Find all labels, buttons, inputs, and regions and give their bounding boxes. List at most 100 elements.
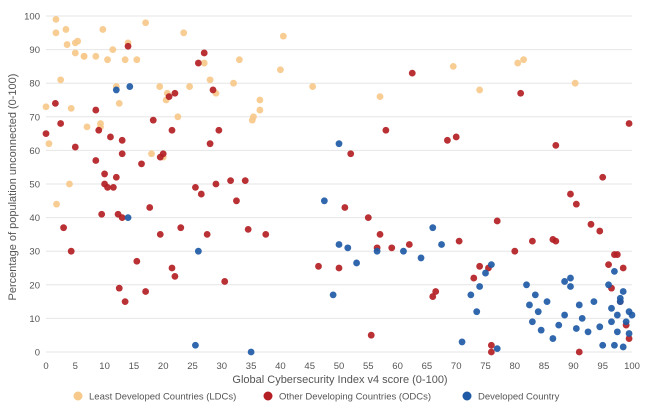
x-tick-label: 20 [158, 361, 169, 372]
legend-swatch [73, 391, 83, 401]
data-point [584, 328, 592, 336]
data-point [159, 150, 167, 158]
data-point [215, 126, 223, 134]
data-point [587, 220, 595, 228]
data-point [62, 26, 70, 33]
data-point [449, 63, 457, 70]
data-point [599, 173, 607, 181]
data-point [83, 123, 91, 131]
data-point [458, 338, 466, 346]
data-point [611, 267, 618, 275]
x-tick-label: 45 [304, 361, 315, 372]
x-tick-label: 25 [187, 361, 198, 372]
data-point [335, 264, 343, 272]
data-point [92, 106, 100, 114]
data-point [549, 335, 557, 342]
data-point [528, 318, 536, 326]
y-axis-title: Percentage of population unconnected (0-… [7, 74, 19, 301]
data-point [364, 214, 372, 222]
data-point [186, 83, 193, 90]
x-tick-label: 95 [597, 361, 608, 372]
data-point [177, 224, 185, 232]
x-tick-label: 85 [539, 361, 550, 372]
data-point [115, 99, 123, 107]
data-point [98, 210, 106, 218]
data-point [200, 59, 208, 67]
data-point [118, 214, 126, 222]
x-tick-label: 100 [624, 361, 640, 372]
data-point [206, 76, 214, 84]
data-point [95, 126, 103, 134]
data-point [528, 237, 536, 245]
data-point [552, 141, 560, 149]
data-point [531, 291, 539, 299]
data-point [408, 69, 416, 77]
data-point [482, 269, 489, 277]
data-point [335, 140, 343, 148]
data-point [526, 301, 533, 309]
data-point [194, 247, 202, 255]
x-tick-label: 10 [99, 361, 110, 372]
y-tick-label: 50 [29, 180, 40, 191]
x-tick-label: 5 [73, 361, 78, 372]
data-point [405, 241, 413, 248]
data-point [250, 113, 257, 121]
x-tick-label: 60 [392, 361, 403, 372]
data-point [605, 261, 612, 269]
data-point [552, 237, 560, 245]
data-point [613, 311, 621, 319]
data-point [124, 42, 132, 50]
data-point [121, 56, 129, 64]
data-point [376, 231, 384, 238]
data-point [247, 348, 255, 356]
data-point [52, 29, 60, 37]
y-tick-label: 90 [29, 45, 40, 56]
data-point [67, 247, 75, 255]
data-point [608, 304, 615, 312]
data-point [596, 323, 604, 331]
data-point [118, 150, 126, 158]
data-point [197, 190, 205, 198]
data-point [599, 341, 607, 349]
data-point [567, 190, 574, 198]
data-point [432, 288, 440, 295]
data-points [42, 15, 636, 356]
data-point [277, 66, 284, 74]
data-point [616, 294, 624, 302]
gridlines [46, 15, 632, 353]
data-point [376, 93, 384, 101]
data-point [115, 284, 123, 292]
data-point [60, 224, 67, 232]
data-point [608, 318, 615, 326]
y-tick-label: 30 [29, 247, 40, 258]
data-point [438, 241, 445, 248]
data-point [455, 237, 463, 245]
data-point [628, 311, 636, 319]
data-point [315, 262, 322, 270]
data-point [149, 116, 157, 124]
x-tick-label: 70 [451, 361, 462, 372]
data-point [517, 89, 525, 97]
x-tick-label: 90 [568, 361, 579, 372]
data-point [133, 56, 141, 64]
data-point [543, 298, 551, 305]
x-tick-label: 15 [129, 361, 140, 372]
legend-swatch [462, 391, 472, 401]
data-point [71, 49, 79, 57]
data-point [487, 348, 495, 356]
data-point [429, 293, 437, 300]
data-point [382, 126, 390, 134]
data-point [625, 335, 633, 342]
data-point [71, 143, 79, 151]
data-point [168, 264, 176, 272]
x-tick-label: 55 [363, 361, 374, 372]
data-point [107, 133, 114, 141]
legend-label: Least Developed Countries (LDCs) [89, 392, 236, 403]
axis-ticks: 0 10 20 30 40 50 60 70 80 90 100 0 5 10 15 20 25 30 35 40 45… [24, 12, 640, 373]
data-point [256, 96, 264, 104]
data-point [487, 341, 495, 349]
data-point [212, 180, 220, 188]
data-point [619, 264, 627, 272]
data-point [341, 204, 349, 211]
